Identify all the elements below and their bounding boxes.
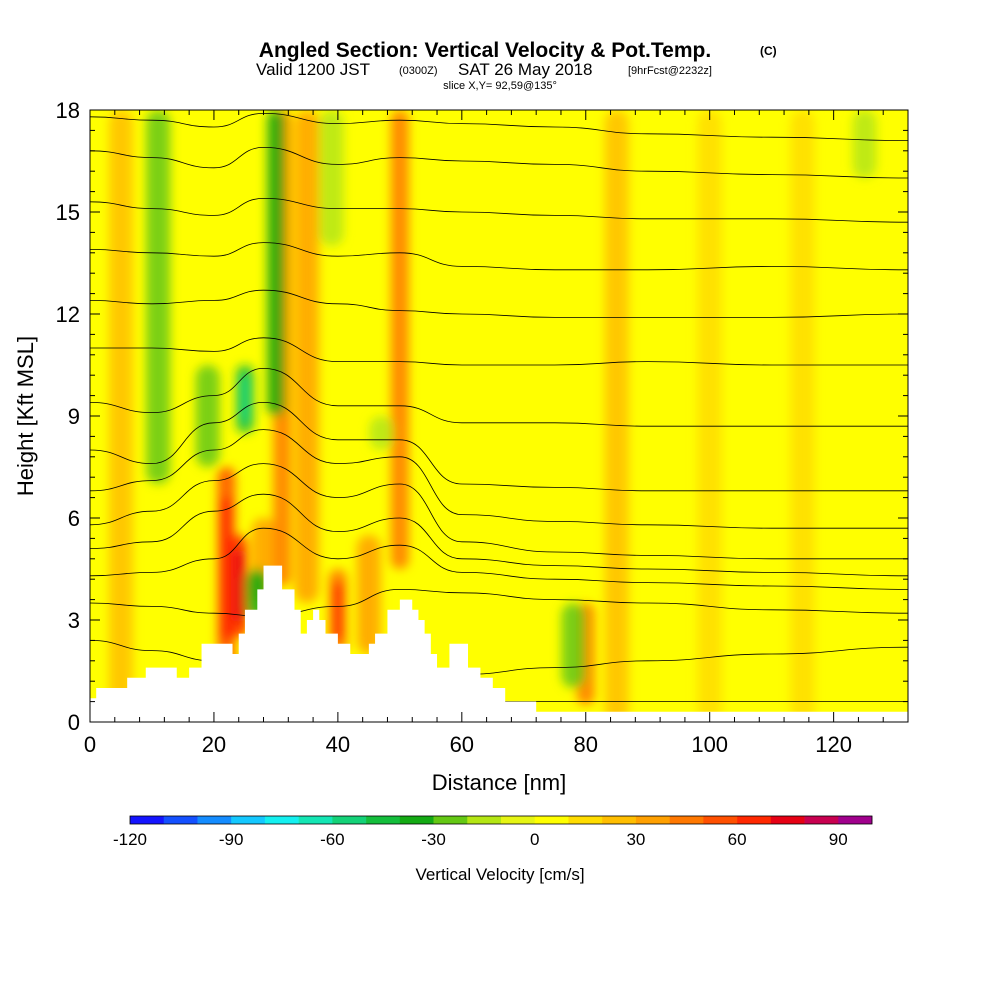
colorbar-swatch [770,816,805,824]
downdraft-core-15 [240,375,250,423]
colorbar-tick-label: 90 [829,830,848,849]
updraft-core-2 [234,550,244,622]
x-tick-label: 100 [691,732,728,757]
updraft-core-1 [221,497,231,641]
theta-contour-6 [90,429,908,529]
theta-contour-12 [90,197,908,223]
chart-valid-time: Valid 1200 JST [256,60,370,79]
theta-contour-14 [90,112,908,141]
colorbar-swatch [838,816,873,824]
colorbar-swatch [298,816,333,824]
colorbar-swatch [669,816,704,824]
chart-forecast-info: [9hrFcst@2232z] [628,65,712,77]
x-tick-label: 60 [450,732,474,757]
colorbar-swatch [332,816,367,824]
colorbar-title: Vertical Velocity [cm/s] [415,865,584,884]
updraft-zone-11 [697,110,722,722]
downdraft-zone-13 [146,110,171,484]
colorbar-swatch [433,816,468,824]
colorbar-tick-label: 0 [530,830,539,849]
colorbar-swatch [163,816,198,824]
theta-contour-10 [90,289,908,318]
colorbar: -120 -90 -60 -30 0 30 60 90 [113,815,873,849]
theta-contour-2 [90,588,908,618]
y-tick-label: 6 [68,506,80,531]
theta-contour-11 [90,242,908,271]
updraft-zone-10 [604,110,629,722]
colorbar-swatch [737,816,772,824]
terrain-mask [90,565,908,722]
chart-valid-date: SAT 26 May 2018 [458,60,593,79]
chart-slice-info: slice X,Y= 92,59@135° [443,80,557,92]
x-tick-label: 80 [574,732,598,757]
chart-title: Angled Section: Vertical Velocity & Pot.… [259,39,711,62]
theta-contour-13 [90,146,908,179]
y-axis-label: Height [Kft MSL] [13,336,38,496]
theta-contour-3 [90,527,908,590]
colorbar-swatch [231,816,266,824]
updraft-zone-0 [108,110,133,722]
colorbar-swatch [399,816,434,824]
colorbar-swatch [568,816,603,824]
colorbar-swatch [534,816,569,824]
updraft-zone-7 [356,535,381,654]
downdraft-zone-18 [319,110,344,246]
y-tick-label: 9 [68,404,80,429]
y-tick-label: 3 [68,608,80,633]
plot-area [90,110,908,722]
updraft-zone-12 [790,110,815,722]
downdraft-zone-14 [195,365,220,467]
colorbar-swatch [264,816,299,824]
x-tick-label: 20 [202,732,226,757]
colorbar-swatch [501,816,536,824]
theta-contour-5 [90,463,908,560]
theta-contour-7 [90,401,908,492]
chart-title-unit: (C) [760,44,777,58]
y-tick-label: 18 [56,98,80,123]
colorbar-tick-label: -30 [421,830,446,849]
y-tick-label: 12 [56,302,80,327]
x-axis-label: Distance [nm] [432,770,567,795]
colorbar-tick-label: 30 [626,830,645,849]
colorbar-swatch [804,816,839,824]
colorbar-swatch [130,816,165,824]
y-tick-label: 15 [56,200,80,225]
x-tick-label: 40 [326,732,350,757]
x-tick-label: 120 [815,732,852,757]
theta-contour-9 [90,337,908,366]
colorbar-swatch [602,816,637,824]
theta-contour-8 [90,367,908,427]
y-tick-label: 0 [68,710,80,735]
colorbar-swatch [635,816,670,824]
colorbar-swatch [197,816,232,824]
colorbar-tick-label: -60 [320,830,345,849]
axes: 0 20 40 60 80 100 120 0 3 6 9 12 15 18 [56,98,909,757]
chart-valid-utc: (0300Z) [399,65,438,77]
colorbar-tick-label: -120 [113,830,147,849]
x-tick-label: 0 [84,732,96,757]
downdraft-zone-21 [852,110,877,178]
downdraft-zone-20 [561,603,586,688]
updraft-core-6 [333,581,343,642]
colorbar-swatch [703,816,738,824]
updraft-zone-5 [294,110,319,603]
colorbar-frame [129,815,873,825]
colorbar-swatch [366,816,401,824]
colorbar-swatch [467,816,502,824]
colorbar-tick-label: 60 [728,830,747,849]
updraft-zone-8 [390,110,409,569]
theta-contour-4 [90,493,908,577]
colorbar-tick-label: -90 [219,830,244,849]
downdraft-zone-19 [369,416,394,450]
